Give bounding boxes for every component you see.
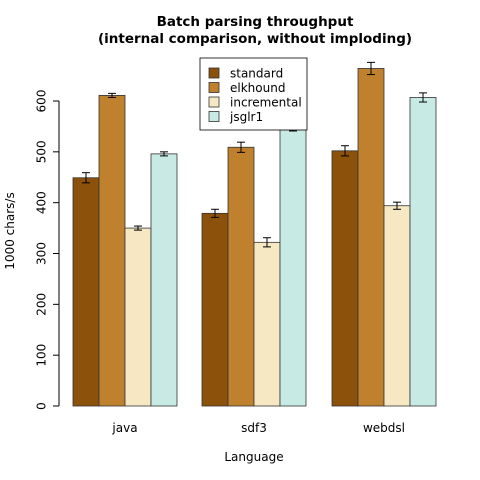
error-bar-jsglr1-webdsl [419, 92, 427, 103]
bar-incremental-sdf3 [253, 241, 281, 407]
legend-label-elkhound: elkhound [230, 81, 285, 95]
y-tick-label: 600 [35, 90, 49, 113]
error-bar-incremental-sdf3 [263, 237, 271, 248]
y-axis-label: 1000 chars/s [3, 192, 17, 269]
y-tick-label: 400 [35, 191, 49, 214]
y-tick-label: 300 [35, 242, 49, 265]
y-tick-label: 200 [35, 293, 49, 316]
bar-incremental-java [124, 227, 152, 407]
x-tick-label-webdsl: webdsl [363, 421, 405, 435]
bar-jsglr1-webdsl [409, 97, 437, 407]
bar-elkhound-sdf3 [227, 146, 255, 407]
chart-title: Batch parsing throughput [157, 14, 354, 30]
legend-swatch-jsglr1 [208, 111, 220, 122]
y-tick-label: 0 [35, 402, 49, 410]
bar-elkhound-webdsl [357, 68, 385, 407]
x-tick-label-sdf3: sdf3 [241, 421, 267, 435]
bar-standard-webdsl [331, 150, 359, 407]
error-bar-standard-sdf3 [211, 208, 219, 218]
bar-jsglr1-sdf3 [279, 126, 307, 407]
bar-standard-sdf3 [201, 212, 229, 407]
bar-jsglr1-java [150, 153, 178, 407]
legend-label-standard: standard [230, 67, 283, 81]
y-axis: 0 100 200 300 400 500 600 [35, 90, 60, 410]
x-tick-labels: java sdf3 webdsl [111, 421, 405, 435]
legend-swatch-standard [208, 67, 220, 79]
error-bar-standard-java [82, 172, 90, 184]
bars [72, 68, 437, 407]
chart-subtitle: (internal comparison, without imploding) [98, 31, 412, 47]
error-bar-elkhound-java [108, 92, 116, 98]
x-axis-label: Language [224, 450, 283, 464]
error-bar-jsglr1-java [160, 151, 168, 157]
legend-label-incremental: incremental [230, 96, 302, 110]
y-tick-label: 500 [35, 140, 49, 163]
error-bar-elkhound-webdsl [367, 61, 375, 76]
legend-label-jsglr1: jsglr1 [229, 110, 263, 124]
bar-incremental-webdsl [383, 205, 411, 407]
x-tick-label-java: java [111, 421, 137, 435]
error-bar-elkhound-sdf3 [237, 141, 245, 153]
error-bar-incremental-webdsl [393, 201, 401, 210]
legend-swatch-elkhound [208, 82, 220, 93]
bar-elkhound-java [98, 95, 126, 407]
legend-swatch-incremental [208, 96, 220, 108]
error-bar-incremental-java [134, 225, 142, 231]
error-bar-standard-webdsl [341, 145, 349, 157]
bar-standard-java [72, 177, 100, 407]
y-tick-label: 100 [35, 344, 49, 367]
